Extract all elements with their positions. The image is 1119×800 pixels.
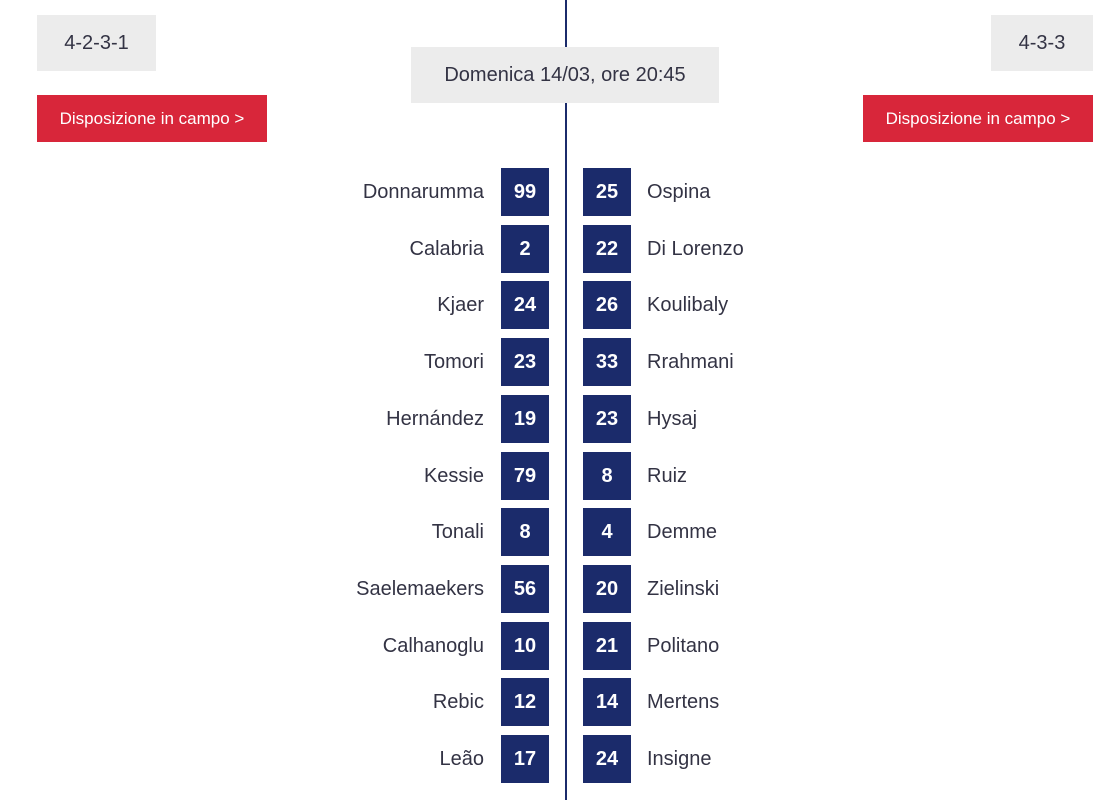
- away-player-row: 14 Mertens: [583, 678, 719, 726]
- home-player-row: Kjaer 24: [437, 281, 549, 329]
- shirt-number: 8: [583, 452, 631, 500]
- home-player-row: Calhanoglu 10: [383, 622, 549, 670]
- shirt-number: 21: [583, 622, 631, 670]
- away-player-row: 26 Koulibaly: [583, 281, 728, 329]
- away-formation-label: 4-3-3: [991, 15, 1093, 71]
- player-name: Tomori: [423, 350, 484, 373]
- shirt-number: 12: [501, 678, 549, 726]
- away-player-row: 33 Rrahmani: [583, 338, 734, 386]
- home-player-row: Calabria 2: [410, 225, 549, 273]
- center-divider: [565, 0, 567, 800]
- shirt-number: 14: [583, 678, 631, 726]
- home-player-row: Tonali 8: [432, 508, 549, 556]
- shirt-number: 4: [583, 508, 631, 556]
- away-player-row: 8 Ruiz: [583, 452, 687, 500]
- shirt-number: 25: [583, 168, 631, 216]
- player-name: Rrahmani: [647, 350, 734, 373]
- player-name: Kjaer: [437, 293, 484, 316]
- player-name: Tonali: [431, 520, 484, 543]
- away-player-row: 22 Di Lorenzo: [583, 225, 744, 273]
- away-player-row: 24 Insigne: [583, 735, 712, 783]
- player-name: Mertens: [647, 690, 720, 713]
- home-player-row: Saelemaekers 56: [356, 565, 549, 613]
- player-name: Di Lorenzo: [647, 237, 744, 260]
- away-player-row: 25 Ospina: [583, 168, 710, 216]
- shirt-number: 23: [583, 395, 631, 443]
- player-name: Leão: [439, 747, 485, 770]
- player-name: Rebic: [432, 690, 484, 713]
- home-player-row: Donnarumma 99: [363, 168, 549, 216]
- player-name: Ruiz: [647, 464, 688, 487]
- home-player-row: Leão 17: [439, 735, 549, 783]
- shirt-number: 8: [501, 508, 549, 556]
- shirt-number: 79: [501, 452, 549, 500]
- away-player-row: 23 Hysaj: [583, 395, 697, 443]
- player-name: Demme: [647, 520, 718, 543]
- home-formation-label: 4-2-3-1: [37, 15, 156, 71]
- shirt-number: 20: [583, 565, 631, 613]
- home-lineup-button[interactable]: Disposizione in campo >: [37, 95, 267, 142]
- shirt-number: 22: [583, 225, 631, 273]
- shirt-number: 17: [501, 735, 549, 783]
- shirt-number: 23: [501, 338, 549, 386]
- home-player-row: Hernández 19: [386, 395, 549, 443]
- shirt-number: 99: [501, 168, 549, 216]
- shirt-number: 33: [583, 338, 631, 386]
- player-name: Hysaj: [647, 407, 698, 430]
- player-name: Politano: [647, 634, 720, 657]
- player-name: Insigne: [647, 747, 712, 770]
- shirt-number: 24: [501, 281, 549, 329]
- player-name: Zielinski: [647, 577, 720, 600]
- away-player-row: 20 Zielinski: [583, 565, 719, 613]
- shirt-number: 26: [583, 281, 631, 329]
- player-name: Calhanoglu: [382, 634, 484, 657]
- player-name: Calabria: [409, 237, 484, 260]
- away-lineup-button[interactable]: Disposizione in campo >: [863, 95, 1093, 142]
- player-name: Ospina: [647, 180, 711, 203]
- away-player-row: 4 Demme: [583, 508, 717, 556]
- shirt-number: 19: [501, 395, 549, 443]
- player-name: Kessie: [423, 464, 484, 487]
- player-name: Koulibaly: [647, 293, 729, 316]
- player-name: Saelemaekers: [356, 577, 484, 600]
- shirt-number: 2: [501, 225, 549, 273]
- home-player-row: Tomori 23: [424, 338, 549, 386]
- player-name: Hernández: [386, 407, 484, 430]
- shirt-number: 24: [583, 735, 631, 783]
- shirt-number: 10: [501, 622, 549, 670]
- shirt-number: 56: [501, 565, 549, 613]
- player-name: Donnarumma: [362, 180, 484, 203]
- away-player-row: 21 Politano: [583, 622, 719, 670]
- home-player-row: Kessie 79: [424, 452, 549, 500]
- match-datetime: Domenica 14/03, ore 20:45: [411, 47, 719, 103]
- home-player-row: Rebic 12: [433, 678, 549, 726]
